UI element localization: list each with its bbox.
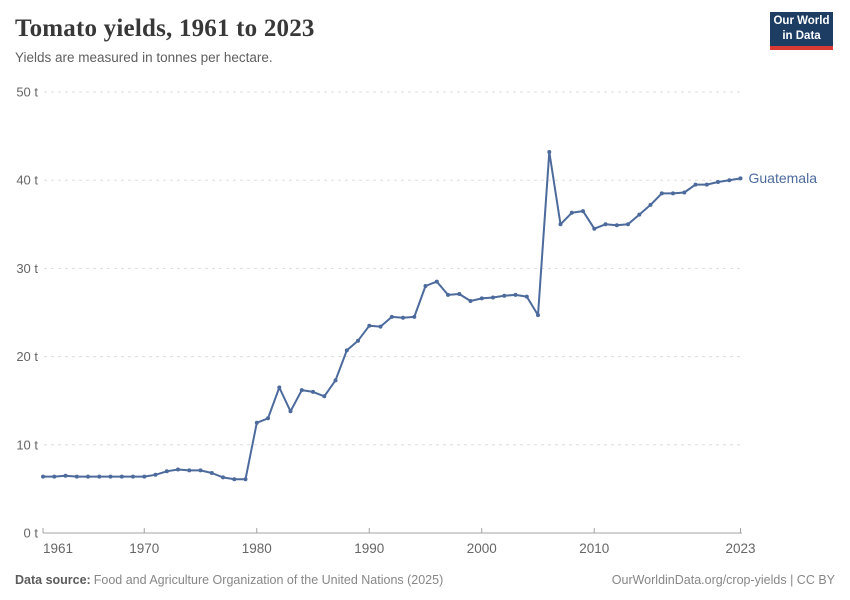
x-axis-tick-label: 2010 bbox=[579, 541, 609, 556]
data-point bbox=[603, 222, 608, 227]
data-point bbox=[581, 209, 585, 214]
data-point bbox=[288, 409, 293, 414]
chart-title: Tomato yields, 1961 to 2023 bbox=[15, 15, 315, 42]
data-point bbox=[738, 176, 743, 181]
data-point bbox=[491, 295, 495, 300]
data-point bbox=[198, 468, 203, 473]
data-point bbox=[446, 292, 450, 297]
data-point bbox=[86, 474, 90, 479]
y-axis-tick-label: 40 t bbox=[16, 173, 38, 188]
logo-text-line2: in Data bbox=[782, 30, 821, 42]
data-point bbox=[626, 222, 630, 227]
data-point bbox=[502, 293, 507, 298]
x-axis-tick-label: 2023 bbox=[725, 541, 755, 556]
data-point bbox=[344, 348, 349, 353]
data-point bbox=[434, 279, 439, 284]
data-point bbox=[671, 191, 675, 196]
data-point bbox=[693, 182, 698, 187]
data-point bbox=[468, 299, 473, 303]
data-point bbox=[704, 182, 709, 187]
data-point bbox=[716, 180, 720, 184]
data-point bbox=[322, 394, 327, 399]
data-point bbox=[423, 284, 428, 288]
data-point bbox=[378, 324, 383, 329]
y-axis-tick-label: 20 t bbox=[16, 349, 38, 364]
data-point bbox=[727, 178, 732, 183]
data-point bbox=[333, 378, 338, 383]
x-axis-tick-label: 2000 bbox=[467, 541, 497, 556]
data-point bbox=[187, 468, 192, 473]
data-point bbox=[254, 420, 259, 425]
data-point bbox=[131, 474, 135, 479]
chart-header: Tomato yields, 1961 to 2023 Yields are m… bbox=[15, 15, 750, 65]
data-point bbox=[569, 210, 574, 215]
data-point bbox=[412, 314, 417, 319]
data-point bbox=[614, 223, 619, 228]
data-point bbox=[142, 474, 147, 479]
logo-text-line1: Our World bbox=[773, 15, 830, 28]
data-point bbox=[648, 202, 653, 207]
data-source-note: Data source: Food and Agriculture Organiz… bbox=[15, 573, 443, 587]
data-point bbox=[63, 473, 68, 478]
owid-logo[interactable]: Our World in Data bbox=[770, 12, 833, 50]
y-axis-tick-label: 10 t bbox=[16, 437, 38, 452]
data-point bbox=[536, 313, 540, 318]
data-point bbox=[299, 388, 304, 393]
data-point bbox=[243, 477, 248, 482]
x-axis-tick-label: 1970 bbox=[129, 541, 159, 556]
data-point bbox=[558, 222, 563, 227]
chart-subtitle: Yields are measured in tonnes per hectar… bbox=[15, 50, 273, 65]
y-axis-tick-label: 50 t bbox=[16, 85, 38, 100]
x-axis-tick-label: 1980 bbox=[242, 541, 272, 556]
data-point bbox=[221, 475, 225, 480]
data-point bbox=[367, 323, 372, 328]
data-point bbox=[682, 190, 687, 195]
data-point bbox=[232, 477, 237, 482]
data-point bbox=[637, 212, 642, 217]
owid-url-link[interactable]: OurWorldinData.org/crop-yields | CC BY bbox=[611, 573, 835, 587]
data-point bbox=[164, 469, 169, 474]
data-point bbox=[524, 294, 529, 299]
data-point bbox=[513, 292, 518, 297]
data-point bbox=[153, 472, 158, 477]
chart-footer: Data source: Food and Agriculture Organiz… bbox=[15, 573, 835, 587]
data-point bbox=[277, 385, 282, 390]
data-point bbox=[176, 467, 180, 472]
data-source-label: Data source: bbox=[15, 573, 91, 587]
y-axis-tick-label: 0 t bbox=[24, 526, 39, 541]
data-point bbox=[209, 471, 214, 475]
data-point bbox=[547, 150, 552, 154]
data-point bbox=[401, 315, 405, 320]
data-source-text: Food and Agriculture Organization of the… bbox=[93, 573, 444, 587]
data-point bbox=[659, 191, 664, 196]
data-point bbox=[108, 474, 113, 479]
data-point bbox=[389, 314, 394, 319]
data-point bbox=[479, 296, 484, 301]
data-point bbox=[311, 389, 315, 394]
y-axis-tick-label: 30 t bbox=[16, 261, 38, 276]
x-axis-tick-label: 1961 bbox=[43, 541, 73, 556]
data-point bbox=[97, 474, 102, 479]
data-point bbox=[41, 474, 45, 479]
series-label-guatemala[interactable]: Guatemala bbox=[749, 170, 818, 186]
data-point bbox=[592, 226, 597, 231]
data-point bbox=[52, 474, 57, 479]
data-point bbox=[457, 292, 462, 296]
data-point bbox=[356, 338, 360, 343]
x-axis-tick-label: 1990 bbox=[354, 541, 384, 556]
data-point bbox=[119, 474, 124, 479]
data-point bbox=[74, 474, 79, 479]
data-point bbox=[266, 416, 270, 421]
